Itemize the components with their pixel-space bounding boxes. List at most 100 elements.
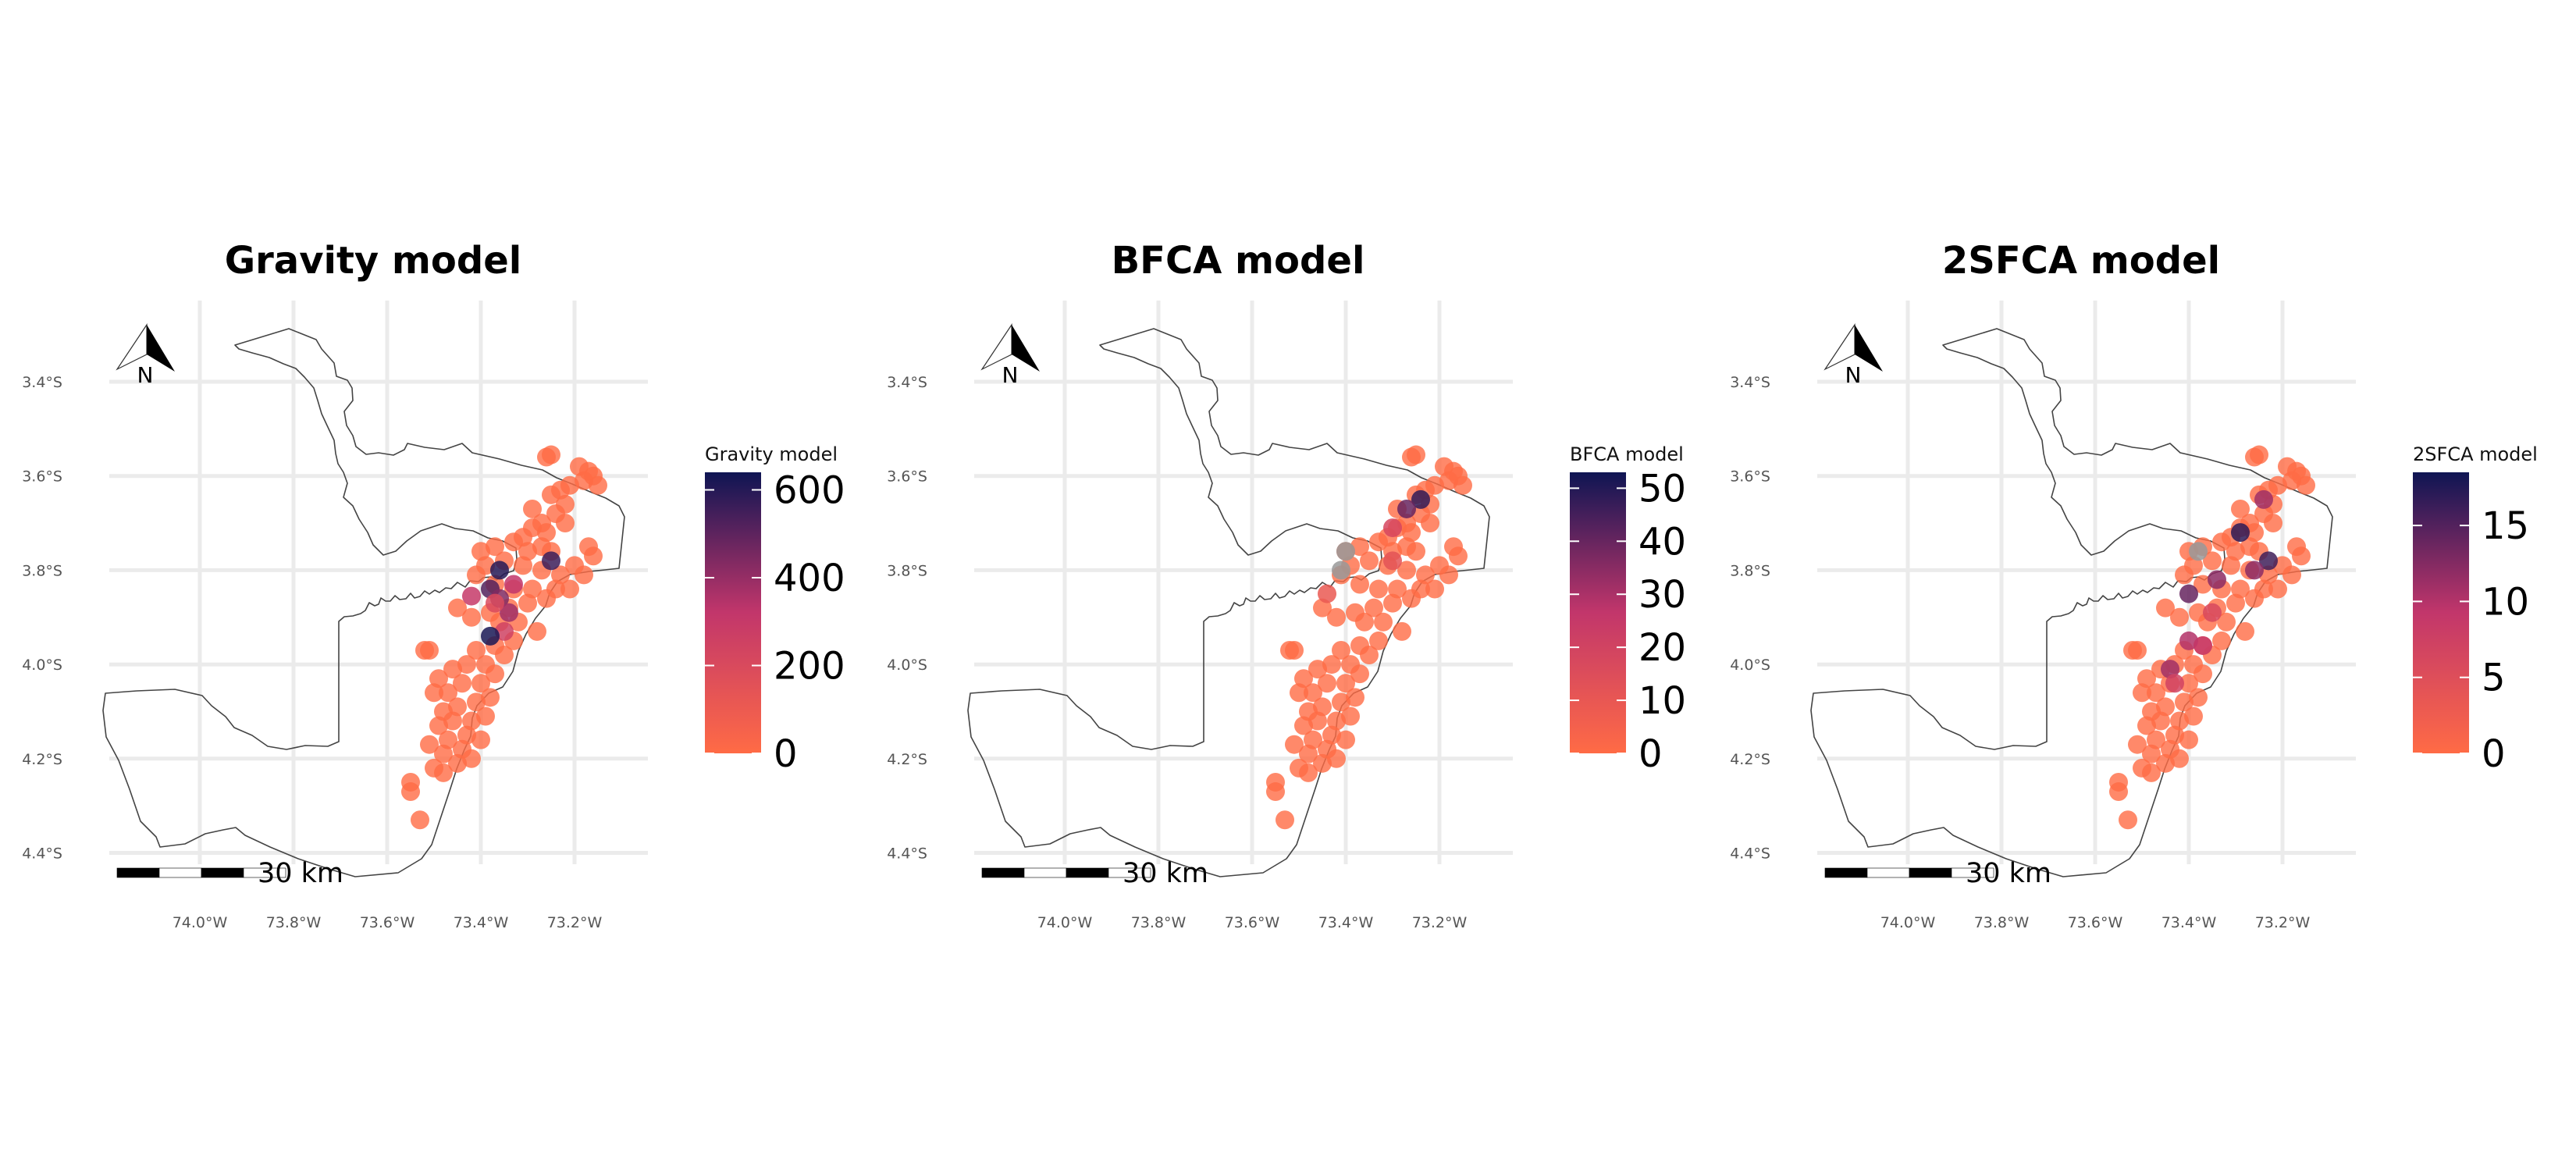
facility-point — [1332, 692, 1350, 712]
facility-point — [2133, 683, 2151, 703]
facility-point — [1425, 579, 1444, 599]
facility-point — [443, 660, 462, 679]
facility-point — [486, 537, 504, 557]
facility-point — [481, 688, 500, 707]
facility-point — [1322, 725, 1341, 745]
x-tick-label: 73.6°W — [1225, 914, 1280, 931]
facility-point — [2222, 556, 2240, 575]
legend-break-label: 0 — [774, 732, 798, 776]
facility-point — [495, 646, 514, 665]
facility-point — [420, 735, 439, 754]
facility-point — [2128, 735, 2147, 754]
facility-point — [1313, 697, 1332, 717]
facility-point — [471, 542, 490, 561]
facility-point — [2151, 711, 2170, 731]
facility-point — [1402, 447, 1421, 467]
legend-colorbar — [1570, 472, 1626, 753]
legend-break-label: 15 — [2482, 504, 2529, 548]
scale-bar-segment — [1951, 867, 1994, 878]
facility-point — [575, 471, 593, 490]
facility-point — [556, 514, 575, 533]
facility-point — [1402, 589, 1421, 608]
facility-point — [429, 716, 448, 735]
facility-point — [2156, 697, 2175, 717]
scale-bar-label: 30 km — [1123, 858, 1208, 889]
facility-point — [462, 607, 481, 627]
facility-point — [1350, 575, 1369, 594]
north-arrow-icon: N — [1823, 323, 1883, 388]
facility-point-highlight — [1318, 584, 1336, 603]
facility-point — [1299, 763, 1318, 782]
north-arrow-right-half — [147, 325, 175, 372]
north-arrow-label: N — [1002, 362, 1019, 388]
facility-point — [2292, 546, 2311, 566]
y-tick-label: 4.4°S — [887, 845, 927, 863]
facility-point — [425, 683, 443, 703]
facility-point — [453, 674, 471, 693]
facility-point — [401, 782, 420, 802]
district-boundary — [967, 328, 1490, 877]
facility-point — [462, 711, 481, 731]
scale-bar: 30 km — [1824, 858, 2051, 889]
facility-point — [1360, 551, 1379, 571]
facility-point — [429, 669, 448, 689]
facility-point — [443, 711, 462, 731]
scale-bar-label: 30 km — [258, 858, 343, 889]
map-panel: 3.4°S 3.6°S 3.8°S 4.0°S 4.2°S 4.4°S 74.0°W 73.8… — [22, 239, 845, 931]
facility-point — [1388, 579, 1407, 599]
facility-point — [2165, 725, 2184, 745]
scale-bar-segment — [201, 867, 244, 878]
facility-point — [462, 749, 481, 768]
north-arrow-right-half — [1855, 325, 1883, 372]
facility-point — [471, 674, 490, 693]
facility-point — [2123, 640, 2142, 660]
facility-point — [1280, 640, 1299, 660]
facility-point — [532, 537, 551, 557]
facility-point — [1416, 565, 1435, 585]
facility-point — [2119, 810, 2137, 830]
north-arrow-icon: N — [980, 323, 1040, 388]
facility-point — [528, 621, 546, 641]
legend-break-label: 400 — [774, 557, 845, 600]
scale-bar-segment — [243, 867, 286, 878]
facility-point — [518, 593, 537, 613]
facility-point — [2194, 664, 2212, 684]
facility-point — [2184, 707, 2203, 726]
facility-point — [2231, 579, 2250, 599]
facility-point-highlight — [2179, 631, 2198, 650]
color-legend: 2SFCA model 0 5 10 15 — [2413, 443, 2538, 776]
legend-break-label: 600 — [774, 469, 845, 513]
facility-point — [457, 725, 476, 745]
facility-point — [2212, 631, 2231, 650]
facility-point — [1439, 471, 1458, 490]
x-tick-label: 74.0°W — [173, 914, 228, 931]
facility-point — [1374, 612, 1393, 632]
facility-point — [2175, 692, 2194, 712]
legend-break-label: 0 — [2482, 732, 2506, 776]
facility-point — [1290, 683, 1308, 703]
legend-break-label: 200 — [774, 645, 845, 689]
facility-point — [1341, 707, 1360, 726]
facility-point — [537, 523, 556, 543]
scale-bar-segment — [1866, 867, 1910, 878]
y-tick-label: 4.0°S — [1730, 657, 1770, 674]
district-boundary — [1810, 328, 2333, 877]
legend-title: 2SFCA model — [2413, 443, 2538, 465]
facility-point-highlight — [1411, 489, 1430, 509]
facility-point — [1402, 523, 1421, 543]
facility-point — [560, 579, 579, 599]
facility-point-highlight — [2259, 551, 2278, 571]
facility-point-highlight — [1383, 551, 1402, 571]
scale-bar-segment — [1108, 867, 1151, 878]
x-tick-label: 73.4°W — [454, 914, 509, 931]
facility-point-highlight — [1383, 518, 1402, 538]
facility-point — [1350, 537, 1369, 557]
north-arrow-label: N — [1845, 362, 1862, 388]
facility-point — [439, 730, 457, 749]
map-panel: 3.4°S 3.6°S 3.8°S 4.0°S 4.2°S 4.4°S 74.0°W 73.8… — [887, 239, 1686, 931]
y-tick-label: 3.4°S — [1730, 374, 1770, 391]
facility-point-highlight — [500, 603, 518, 622]
facility-point — [439, 683, 457, 703]
legend-break-label: 40 — [1638, 520, 1686, 564]
facility-point — [551, 565, 570, 585]
